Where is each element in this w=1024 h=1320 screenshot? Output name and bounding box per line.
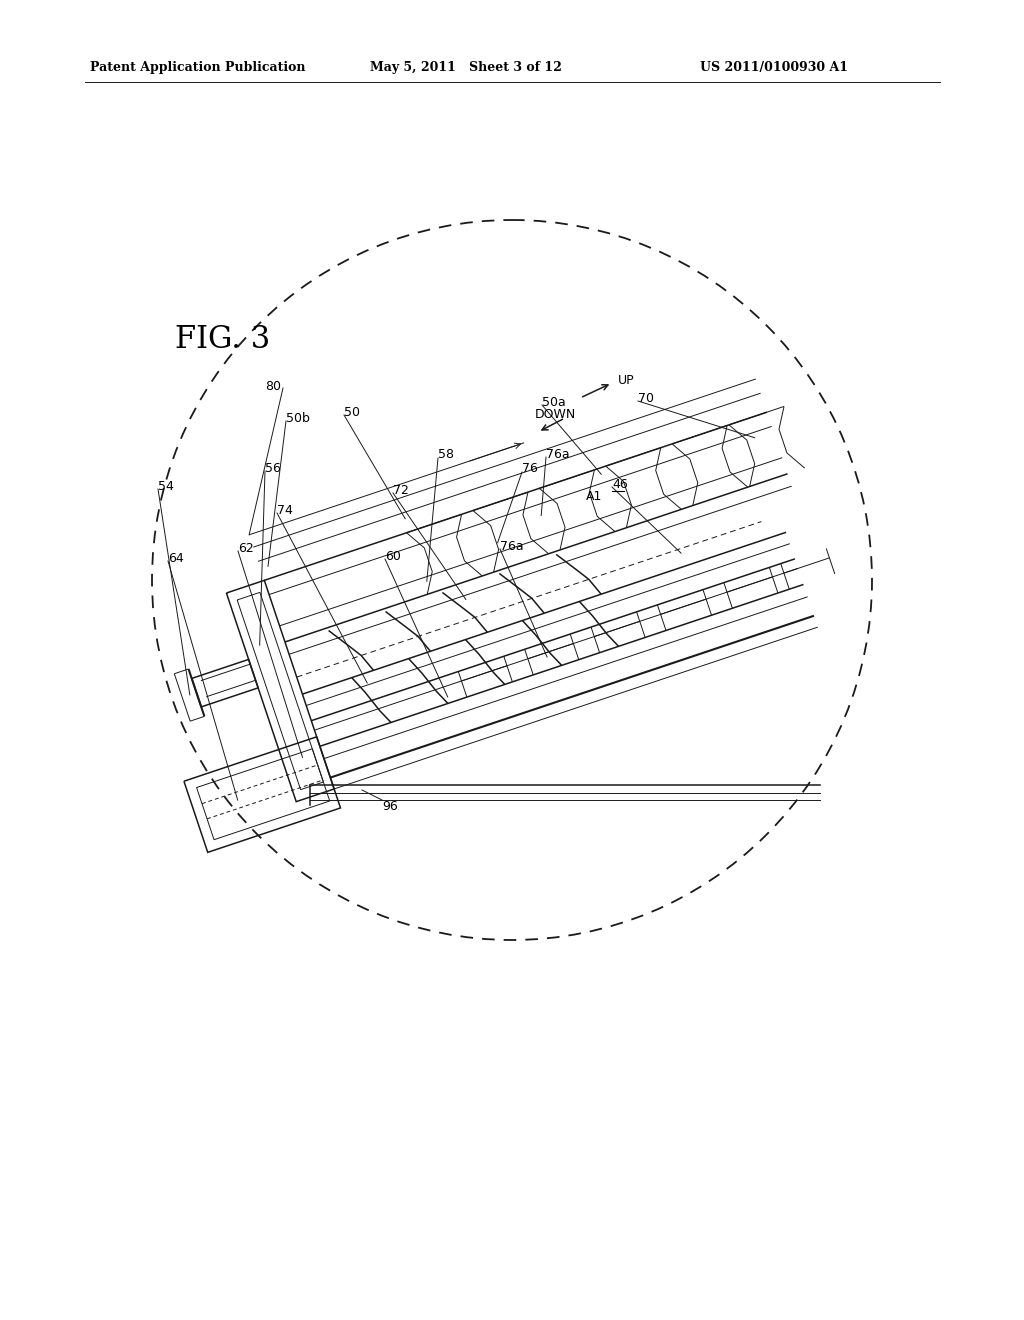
- Text: May 5, 2011   Sheet 3 of 12: May 5, 2011 Sheet 3 of 12: [370, 62, 562, 74]
- Text: Patent Application Publication: Patent Application Publication: [90, 62, 305, 74]
- Text: 50a: 50a: [542, 396, 565, 408]
- Text: 62: 62: [238, 541, 254, 554]
- Text: 96: 96: [382, 800, 397, 813]
- Text: FIG. 3: FIG. 3: [175, 325, 270, 355]
- Text: 70: 70: [638, 392, 654, 404]
- Text: 50b: 50b: [286, 412, 310, 425]
- Text: 80: 80: [265, 380, 281, 392]
- Text: 54: 54: [158, 479, 174, 492]
- Text: DOWN: DOWN: [535, 408, 577, 421]
- Text: US 2011/0100930 A1: US 2011/0100930 A1: [700, 62, 848, 74]
- Text: 72: 72: [393, 483, 409, 496]
- Text: 76a: 76a: [546, 447, 569, 461]
- Text: A1: A1: [586, 491, 602, 503]
- Text: 76: 76: [522, 462, 538, 475]
- Text: 76a: 76a: [500, 540, 523, 553]
- Text: 74: 74: [278, 503, 293, 516]
- Text: 58: 58: [438, 449, 454, 462]
- Text: 46: 46: [612, 478, 628, 491]
- Text: UP: UP: [618, 374, 635, 387]
- Text: 50: 50: [344, 405, 360, 418]
- Text: 60: 60: [385, 549, 400, 562]
- Text: 64: 64: [168, 552, 183, 565]
- Text: 56: 56: [265, 462, 281, 474]
